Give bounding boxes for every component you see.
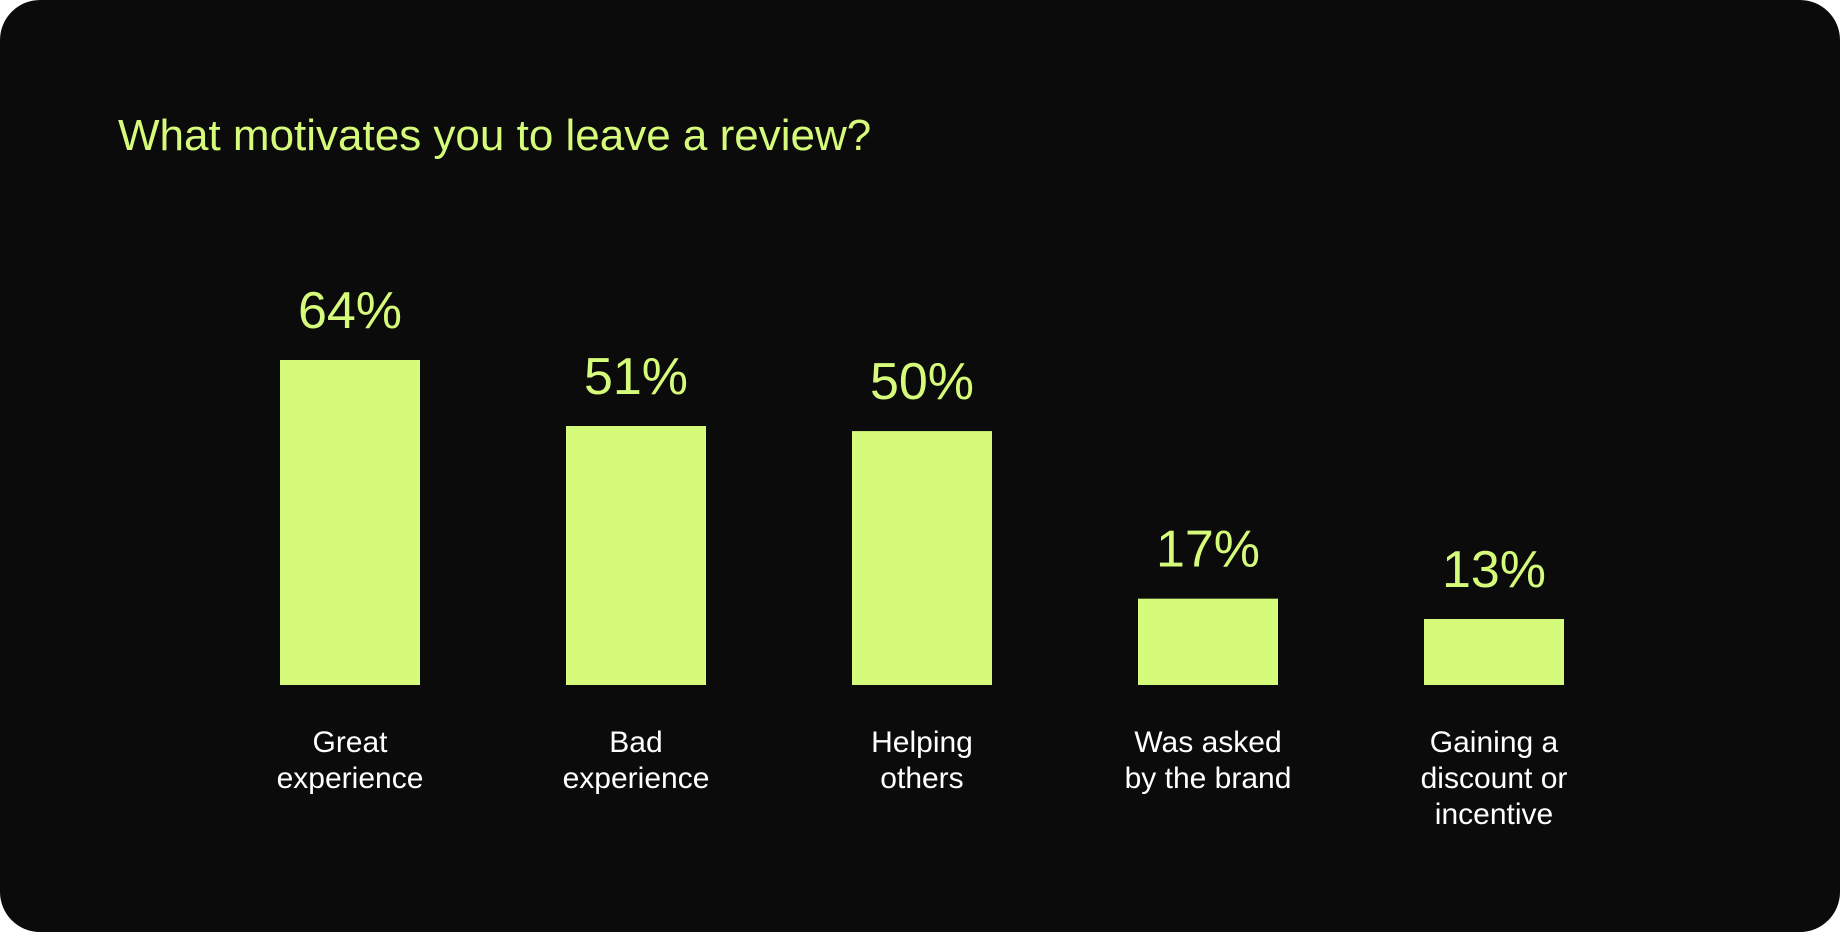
category-label-line: Gaining a — [1430, 726, 1559, 759]
category-label-line: incentive — [1435, 798, 1553, 831]
category-label-3: Helping others — [871, 726, 973, 795]
value-label-5: 13% — [1442, 541, 1546, 599]
category-label-line: Great — [312, 726, 388, 759]
category-label-line: Was asked — [1134, 726, 1281, 759]
category-label-4: Was asked by the brand — [1125, 726, 1292, 795]
category-label-line: Bad — [609, 726, 662, 759]
category-label-1: Great experience — [277, 726, 424, 795]
value-label-2: 51% — [584, 348, 688, 406]
bar-1 — [280, 360, 420, 685]
value-label-1: 64% — [298, 282, 402, 340]
bar-2 — [566, 426, 706, 685]
value-label-3: 50% — [870, 353, 974, 411]
category-label-5: Gaining a discount or incentive — [1421, 726, 1568, 831]
category-label-line: experience — [563, 762, 710, 795]
bar-5 — [1424, 618, 1564, 685]
category-label-line: by the brand — [1125, 762, 1292, 795]
bar-3 — [852, 431, 992, 685]
chart-title: What motivates you to leave a review? — [118, 111, 872, 160]
category-label-line: experience — [277, 762, 424, 795]
category-label-line: others — [880, 762, 963, 795]
bar-4 — [1138, 598, 1278, 685]
value-label-4: 17% — [1156, 521, 1260, 579]
category-label-2: Bad experience — [563, 726, 710, 795]
category-label-line: discount or — [1421, 762, 1568, 795]
category-label-line: Helping — [871, 726, 973, 759]
